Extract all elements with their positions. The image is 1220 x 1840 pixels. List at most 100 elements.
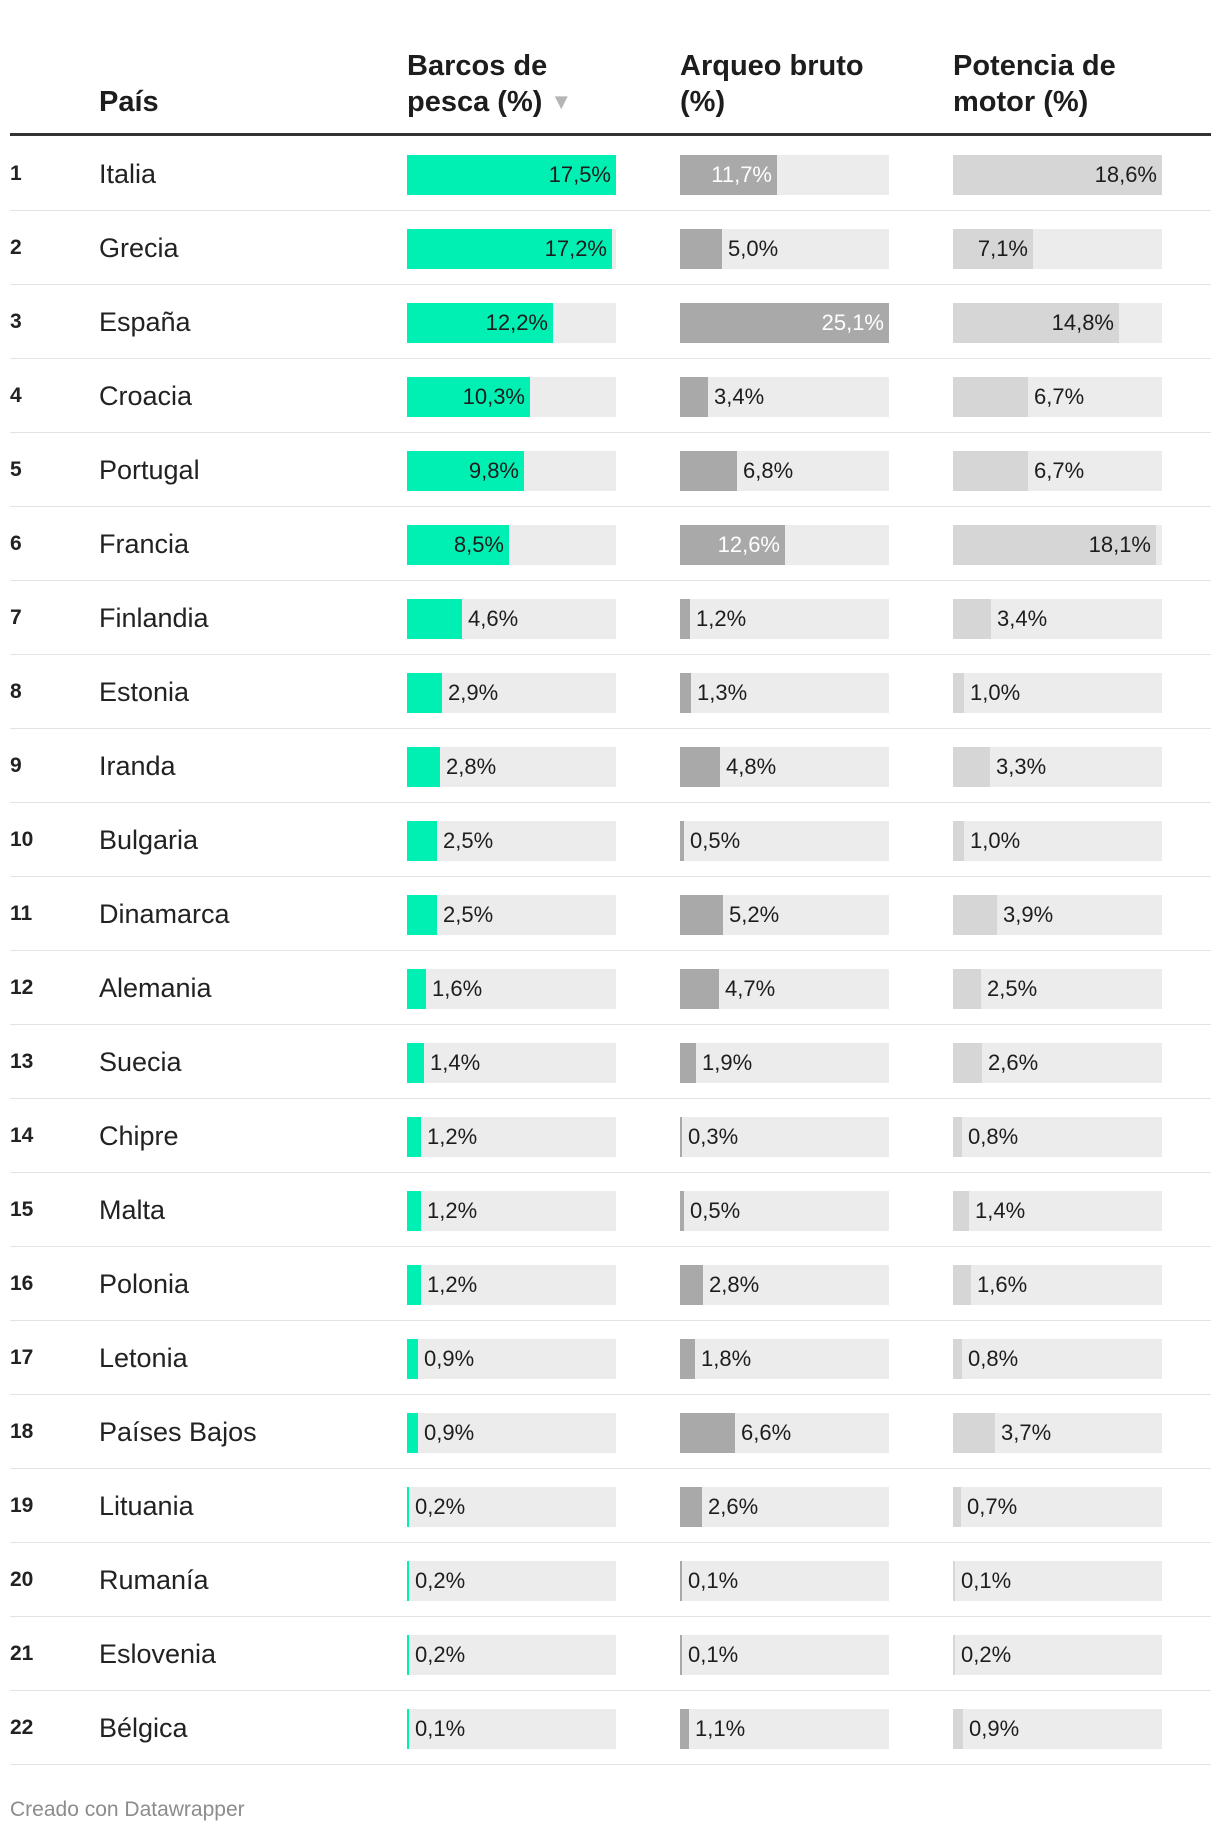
boats-bar-track: 10,3%	[407, 377, 616, 417]
rank-cell: 21	[10, 1642, 34, 1665]
power-bar	[953, 451, 1028, 491]
table-row: 6 Francia 8,5% 12,6% 18,1%	[10, 507, 1211, 581]
power-bar-track: 3,4%	[953, 599, 1162, 639]
boats-value-label: 2,5%	[443, 828, 494, 853]
power-value-label: 18,1%	[1088, 532, 1151, 557]
power-bar-track: 7,1%	[953, 229, 1162, 269]
power-value-label: 0,2%	[961, 1642, 1012, 1667]
tonnage-bar-track: 1,9%	[680, 1043, 889, 1083]
power-bar	[953, 155, 1162, 195]
power-bar-track: 3,7%	[953, 1413, 1162, 1453]
power-value-label: 0,8%	[968, 1346, 1019, 1371]
power-bar-track: 14,8%	[953, 303, 1162, 343]
tonnage-bar	[680, 525, 785, 565]
tonnage-bar	[680, 821, 684, 861]
power-value-label: 3,7%	[1001, 1420, 1052, 1445]
power-bar	[953, 1635, 955, 1675]
country-cell: Finlandia	[99, 603, 209, 633]
tonnage-value-label: 0,1%	[688, 1642, 739, 1667]
tonnage-bar	[680, 1413, 735, 1453]
country-cell: España	[99, 307, 191, 337]
power-bar	[953, 1191, 969, 1231]
tonnage-bar-track: 6,6%	[680, 1413, 889, 1453]
country-cell: Francia	[99, 529, 190, 559]
country-cell: Malta	[99, 1195, 166, 1225]
boats-bar-track: 17,5%	[407, 155, 616, 195]
boats-bar-track: 1,2%	[407, 1117, 616, 1157]
power-bar-track: 6,7%	[953, 451, 1162, 491]
tonnage-value-label: 2,8%	[709, 1272, 760, 1297]
table-row: 2 Grecia 17,2% 5,0% 7,1%	[10, 211, 1211, 285]
power-bar	[953, 1709, 963, 1749]
power-bar	[953, 525, 1156, 565]
power-bar	[953, 1561, 955, 1601]
boats-bar	[407, 1043, 424, 1083]
row-separator	[10, 1542, 1211, 1543]
table-row: 11 Dinamarca 2,5% 5,2% 3,9%	[10, 877, 1211, 951]
tonnage-bar-track: 0,5%	[680, 821, 889, 861]
tonnage-value-label: 5,0%	[728, 236, 779, 261]
tonnage-bar	[680, 969, 719, 1009]
country-cell: Lituania	[99, 1491, 194, 1521]
power-value-label: 18,6%	[1094, 162, 1157, 187]
tonnage-bar-track: 1,1%	[680, 1709, 889, 1749]
power-bar	[953, 673, 964, 713]
tonnage-value-label: 6,6%	[741, 1420, 792, 1445]
table-row: 12 Alemania 1,6% 4,7% 2,5%	[10, 951, 1211, 1025]
tonnage-bar-track: 1,2%	[680, 599, 889, 639]
row-separator	[10, 432, 1211, 433]
triangle-down-icon[interactable]: ▼	[550, 89, 573, 114]
power-bar	[953, 969, 981, 1009]
country-cell: Dinamarca	[99, 899, 230, 929]
boats-value-label: 4,6%	[468, 606, 519, 631]
tonnage-bar	[680, 377, 708, 417]
tonnage-bar	[680, 1487, 702, 1527]
boats-bar-track: 1,2%	[407, 1265, 616, 1305]
table-row: 10 Bulgaria 2,5% 0,5% 1,0%	[10, 803, 1211, 877]
power-bar-track: 18,6%	[953, 155, 1162, 195]
tonnage-bar	[680, 895, 723, 935]
rank-cell: 4	[10, 384, 22, 407]
power-bar	[953, 1117, 962, 1157]
tonnage-value-label: 1,1%	[695, 1716, 746, 1741]
boats-bar	[407, 155, 616, 195]
boats-value-label: 2,9%	[448, 680, 499, 705]
row-separator	[10, 1468, 1211, 1469]
rank-cell: 16	[10, 1272, 34, 1295]
row-separator	[10, 1320, 1211, 1321]
tonnage-bar-track: 0,1%	[680, 1561, 889, 1601]
table-row: 14 Chipre 1,2% 0,3% 0,8%	[10, 1099, 1211, 1173]
rank-cell: 12	[10, 976, 34, 999]
boats-bar-track: 2,9%	[407, 673, 616, 713]
boats-bar	[407, 895, 437, 935]
tonnage-bar	[680, 229, 722, 269]
rank-cell: 11	[10, 902, 33, 925]
tonnage-bar	[680, 303, 889, 343]
rank-cell: 15	[10, 1198, 34, 1221]
power-bar-track: 2,6%	[953, 1043, 1162, 1083]
tonnage-bar-track: 4,7%	[680, 969, 889, 1009]
header-boats[interactable]: Barcos de pesca (%) ▼	[407, 50, 573, 118]
tonnage-value-label: 4,7%	[725, 976, 776, 1001]
boats-bar-track: 4,6%	[407, 599, 616, 639]
boats-bar-track: 2,5%	[407, 895, 616, 935]
header-tonnage[interactable]: Arqueo bruto (%)	[680, 50, 864, 118]
boats-bar-track: 17,2%	[407, 229, 616, 269]
row-separator	[10, 284, 1211, 285]
header-power[interactable]: Potencia de motor (%)	[953, 50, 1116, 118]
row-separator	[10, 358, 1211, 359]
rank-cell: 22	[10, 1716, 34, 1739]
power-value-label: 2,6%	[988, 1050, 1039, 1075]
power-bar	[953, 599, 991, 639]
country-cell: Bélgica	[99, 1713, 188, 1743]
header-rule	[10, 133, 1211, 136]
boats-bar-track: 0,1%	[407, 1709, 616, 1749]
power-value-label: 2,5%	[987, 976, 1038, 1001]
boats-bar-track: 0,2%	[407, 1561, 616, 1601]
row-separator	[10, 210, 1211, 211]
power-value-label: 3,9%	[1003, 902, 1054, 927]
boats-bar-track: 0,2%	[407, 1487, 616, 1527]
table-row: 16 Polonia 1,2% 2,8% 1,6%	[10, 1247, 1211, 1321]
tonnage-bar-track: 5,2%	[680, 895, 889, 935]
